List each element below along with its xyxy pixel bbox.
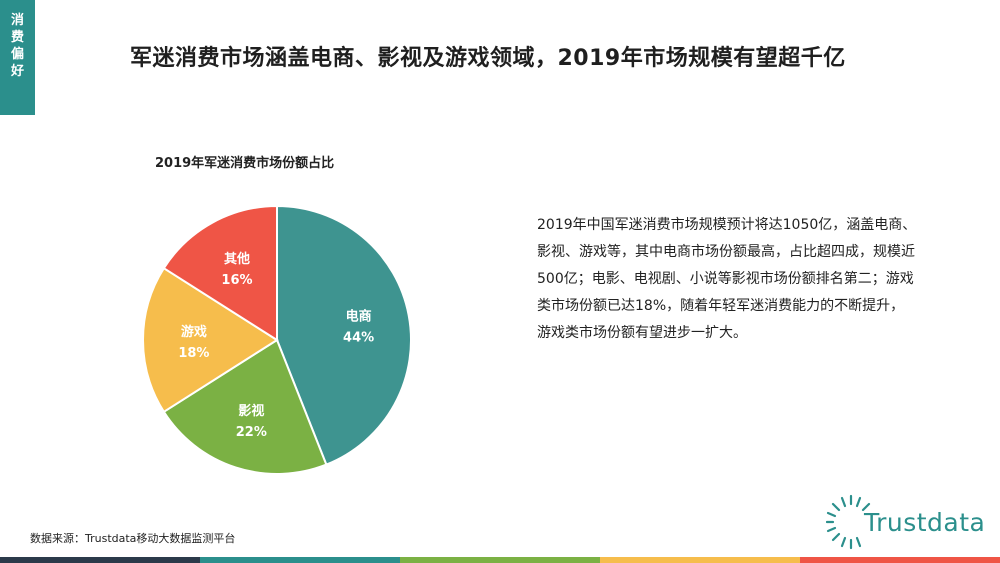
page-title: 军迷消费市场涵盖电商、影视及游戏领域，2019年市场规模有望超千亿 <box>130 46 846 71</box>
section-tab: 消 费 偏 好 <box>0 0 35 115</box>
slice-value-label: 44% <box>343 330 374 345</box>
bottom-bar-segment <box>0 557 200 563</box>
slice-label: 其他 <box>224 251 250 267</box>
pie-slice <box>142 266 279 414</box>
bottom-bar-segment <box>200 557 400 563</box>
slice-value-label: 22% <box>236 425 267 440</box>
section-tab-char: 消 <box>10 13 24 28</box>
trustdata-logo: Trustdata <box>826 494 996 550</box>
section-tab-char: 费 <box>10 30 24 45</box>
bottom-color-bar <box>0 557 1000 563</box>
slice-label: 影视 <box>238 403 264 419</box>
section-tab-char: 偏 <box>10 47 24 62</box>
data-source: 数据来源：Trustdata移动大数据监测平台 <box>30 532 236 545</box>
sunburst-logo-icon <box>826 494 871 550</box>
section-tab-char: 好 <box>10 64 24 79</box>
pie-slice <box>162 338 328 475</box>
bottom-bar-segment <box>400 557 600 563</box>
bottom-bar-segment <box>600 557 800 563</box>
slice-value-label: 16% <box>221 273 252 288</box>
logo-text: Trustdata <box>864 508 986 537</box>
slice-label: 游戏 <box>181 324 207 340</box>
slice-value-label: 18% <box>178 346 209 361</box>
pie-chart: 电商 44% 影视 22% 游戏 18% 其他 16% <box>142 204 412 475</box>
pie-slice <box>276 204 412 466</box>
bottom-bar-segment <box>800 557 1000 563</box>
slice-label: 电商 <box>346 308 372 324</box>
pie-slice <box>162 204 278 342</box>
description-text: 2019年中国军迷消费市场规模预计将达1050亿，涵盖电商、影视、游戏等，其中电… <box>537 217 917 341</box>
chart-title: 2019年军迷消费市场份额占比 <box>155 156 335 171</box>
